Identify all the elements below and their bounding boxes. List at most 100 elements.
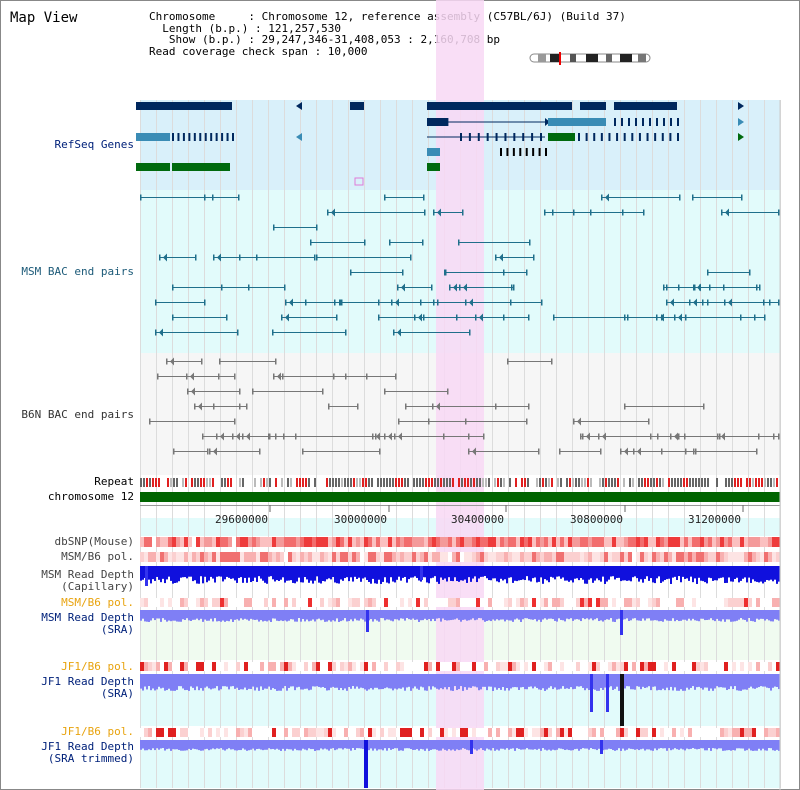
heat-cell xyxy=(360,598,364,607)
depth-bar xyxy=(240,610,242,619)
depth-bar xyxy=(274,674,276,690)
depth-bar xyxy=(192,610,194,620)
depth-bar xyxy=(722,740,724,751)
depth-bar xyxy=(400,674,402,689)
depth-bar xyxy=(224,740,226,751)
heat-cell xyxy=(684,598,688,607)
heat-cell xyxy=(516,552,520,562)
gene-block xyxy=(580,102,606,110)
depth-bar xyxy=(672,610,674,619)
bac-end xyxy=(275,358,277,365)
depth-bar xyxy=(736,674,738,691)
depth-bar xyxy=(518,674,520,690)
heat-cell xyxy=(536,598,540,607)
depth-bar xyxy=(626,566,628,581)
depth-bar xyxy=(254,610,256,620)
depth-spike xyxy=(600,740,603,754)
depth-bar xyxy=(348,610,350,622)
depth-bar xyxy=(588,610,590,620)
heat-cell xyxy=(244,552,248,562)
depth-bar xyxy=(514,566,516,581)
heat-cell xyxy=(552,598,556,607)
depth-bar xyxy=(270,566,272,577)
depth-bar xyxy=(756,740,758,751)
heat-cell xyxy=(752,662,756,671)
msm-bac-pairs[interactable] xyxy=(140,193,780,337)
heat-cell xyxy=(680,728,684,737)
depth-bar xyxy=(428,740,430,751)
depth-bar xyxy=(574,674,576,689)
bac-end xyxy=(756,448,758,455)
bac-end-arrow xyxy=(577,417,581,426)
heat-cell xyxy=(648,728,652,737)
depth-bar xyxy=(662,740,664,749)
depth-bar xyxy=(584,740,586,749)
heat-cell xyxy=(528,662,532,671)
heat-cell xyxy=(664,598,668,607)
heat-cell xyxy=(328,598,332,607)
chromosome-ideogram[interactable] xyxy=(528,52,652,66)
depth-bar xyxy=(196,566,198,584)
depth-bar xyxy=(460,566,462,581)
heat-cell xyxy=(336,662,340,671)
depth-bar xyxy=(444,566,446,579)
heat-cell xyxy=(460,662,464,671)
depth-bar xyxy=(772,674,774,688)
depth-bar xyxy=(416,610,418,620)
repeat-element xyxy=(332,478,334,487)
heat-cell xyxy=(176,598,180,607)
bac-end-arrow xyxy=(163,253,167,262)
heat-cell xyxy=(372,537,376,547)
heat-cell xyxy=(236,537,240,547)
bac-end xyxy=(443,433,445,440)
depth-bar xyxy=(322,740,324,750)
heat-cell xyxy=(312,552,316,562)
depth-bar xyxy=(604,740,606,750)
depth-bar xyxy=(256,566,258,582)
heat-cell xyxy=(152,537,156,547)
depth-bar xyxy=(714,740,716,749)
repeat-element xyxy=(386,478,388,487)
depth-bar xyxy=(148,610,150,622)
heat-cell xyxy=(300,537,304,547)
depth-bar xyxy=(748,674,750,688)
refseq-gene-models[interactable] xyxy=(136,102,744,186)
bac-end xyxy=(600,448,602,455)
gene-block xyxy=(136,133,170,141)
b6n-bac-pairs[interactable] xyxy=(149,357,780,456)
repeat-element xyxy=(575,478,577,487)
depth-bar xyxy=(304,674,306,689)
repeat-element xyxy=(647,478,649,487)
depth-bar xyxy=(244,674,246,688)
bac-end xyxy=(648,418,650,425)
heat-cell xyxy=(140,662,144,671)
depth-bar xyxy=(668,740,670,749)
bac-end xyxy=(234,373,236,380)
repeat-element xyxy=(536,478,538,487)
depth-bar xyxy=(474,740,476,750)
depth-bar xyxy=(484,674,486,687)
depth-bar xyxy=(616,610,618,620)
depth-bar xyxy=(412,740,414,750)
heat-cell xyxy=(692,537,696,547)
bac-end xyxy=(393,329,395,336)
depth-bar xyxy=(312,674,314,687)
repeat-element xyxy=(740,478,742,487)
depth-bar xyxy=(660,610,662,622)
depth-bar xyxy=(422,674,424,688)
depth-bar xyxy=(664,610,666,620)
depth-bar xyxy=(252,740,254,749)
depth-bar xyxy=(308,740,310,749)
depth-bar xyxy=(502,566,504,581)
depth-bar xyxy=(516,566,518,582)
heat-cell xyxy=(348,552,352,562)
depth-bar xyxy=(462,566,464,581)
depth-bar xyxy=(566,610,568,619)
depth-bar xyxy=(388,674,390,689)
depth-bar xyxy=(302,566,304,583)
depth-bar xyxy=(558,674,560,690)
depth-bar xyxy=(156,740,158,749)
heat-cell xyxy=(328,552,332,562)
depth-bar xyxy=(546,674,548,690)
